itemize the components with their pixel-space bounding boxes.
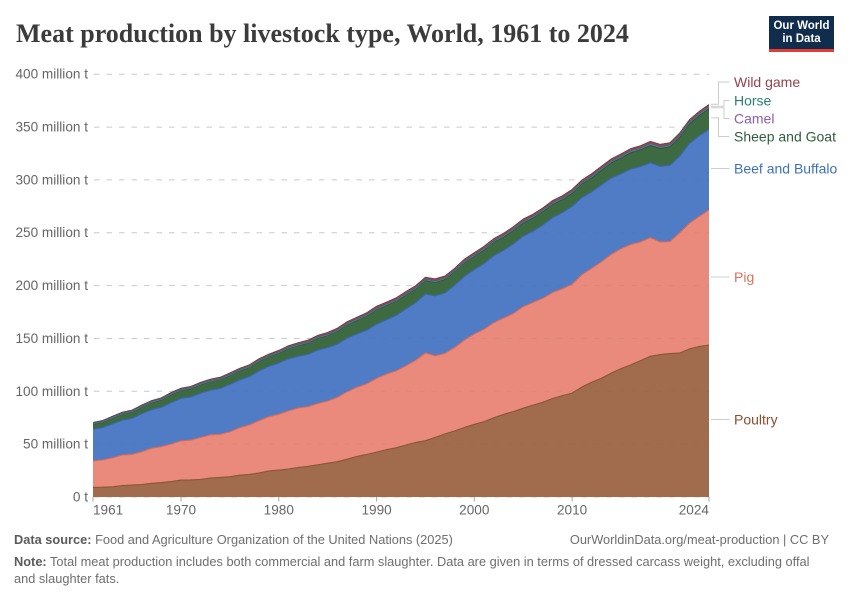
svg-text:Horse: Horse [734,93,772,109]
svg-text:1970: 1970 [166,503,197,518]
svg-text:150 million t: 150 million t [15,331,88,346]
svg-text:1990: 1990 [361,503,392,518]
svg-text:Wild game: Wild game [734,74,800,90]
svg-text:Beef and Buffalo: Beef and Buffalo [734,161,837,177]
svg-text:Poultry: Poultry [734,412,778,428]
svg-text:1980: 1980 [264,503,295,518]
svg-text:200 million t: 200 million t [15,278,88,293]
svg-text:2000: 2000 [459,503,490,518]
svg-text:Camel: Camel [734,111,774,127]
svg-text:300 million t: 300 million t [15,172,88,187]
svg-text:2024: 2024 [679,503,710,518]
svg-text:400 million t: 400 million t [15,67,88,82]
svg-text:250 million t: 250 million t [15,225,88,240]
svg-text:50 million t: 50 million t [23,437,88,452]
svg-text:1961: 1961 [93,503,123,518]
svg-text:Sheep and Goat: Sheep and Goat [734,129,836,145]
svg-text:100 million t: 100 million t [15,384,88,399]
svg-text:2010: 2010 [557,503,588,518]
svg-text:350 million t: 350 million t [15,120,88,135]
svg-text:Pig: Pig [734,269,754,285]
svg-text:0 t: 0 t [73,490,88,505]
